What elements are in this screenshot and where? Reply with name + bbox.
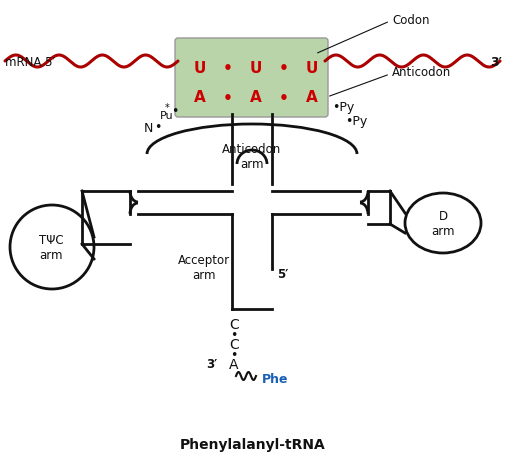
Text: Phe: Phe (262, 373, 288, 386)
Text: A: A (229, 357, 239, 371)
Text: Phenylalanyl-tRNA: Phenylalanyl-tRNA (180, 437, 326, 451)
Text: Anticodon: Anticodon (392, 66, 451, 79)
Text: •Py: •Py (332, 100, 354, 113)
Text: A: A (194, 90, 206, 105)
Text: •: • (279, 61, 289, 76)
Ellipse shape (405, 193, 481, 253)
Text: 3′: 3′ (490, 56, 502, 68)
Text: TΨC
arm: TΨC arm (39, 233, 63, 262)
Text: U: U (306, 61, 318, 76)
Text: •: • (279, 90, 289, 105)
Text: U: U (194, 61, 206, 76)
Text: C: C (229, 337, 239, 351)
Text: Codon: Codon (392, 14, 429, 26)
Text: 3′: 3′ (206, 358, 218, 371)
FancyBboxPatch shape (175, 39, 328, 118)
Text: *: * (165, 103, 169, 113)
Text: •: • (154, 121, 162, 134)
Text: 5′: 5′ (277, 268, 288, 281)
Text: U: U (250, 61, 262, 76)
Text: N: N (143, 121, 153, 134)
Text: •: • (230, 348, 238, 361)
Text: •: • (223, 61, 233, 76)
Text: Pu: Pu (160, 111, 174, 121)
Text: D
arm: D arm (431, 210, 455, 238)
Text: A: A (306, 90, 318, 105)
Text: C: C (229, 317, 239, 331)
Text: •: • (230, 328, 238, 341)
Text: •: • (223, 90, 233, 105)
Text: Acceptor
arm: Acceptor arm (178, 253, 230, 281)
Ellipse shape (10, 206, 94, 289)
Text: •Py: •Py (345, 115, 367, 128)
Text: mRNA 5′: mRNA 5′ (5, 56, 55, 68)
Text: Anticodon
arm: Anticodon arm (223, 143, 281, 171)
Text: A: A (250, 90, 262, 105)
Text: •: • (171, 105, 178, 118)
